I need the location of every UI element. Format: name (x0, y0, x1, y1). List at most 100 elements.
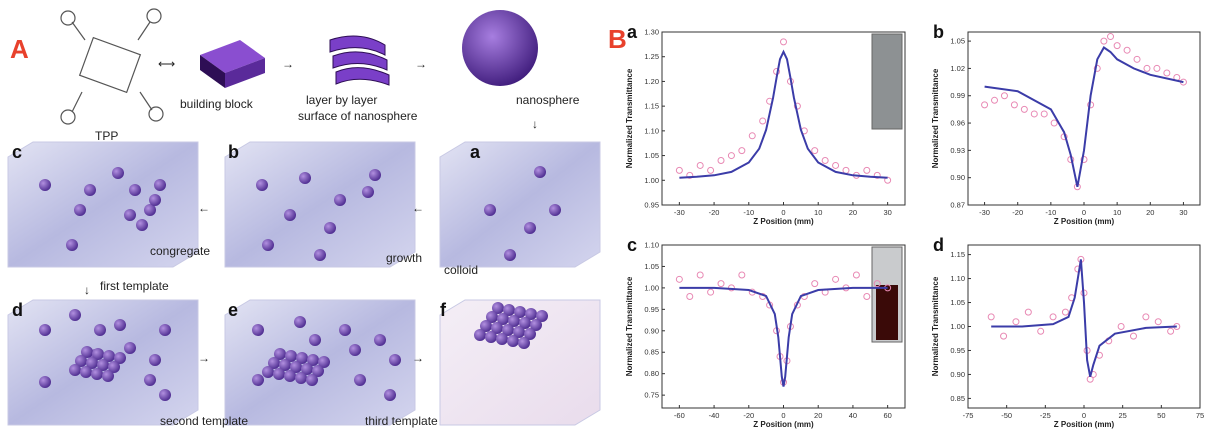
y-tick-label: 1.00 (644, 283, 659, 292)
data-point (822, 158, 828, 164)
data-point (864, 167, 870, 173)
sphere (284, 370, 296, 382)
sphere (154, 179, 166, 191)
figure: A TPP ⟷ building block → layer by layer … (0, 0, 1209, 433)
sphere (66, 239, 78, 251)
sphere (384, 389, 396, 401)
layer-shape (330, 36, 389, 85)
x-tick-label: -10 (1045, 208, 1056, 217)
y-axis-label: Normalized Transmittance (931, 276, 940, 376)
sphere (534, 166, 546, 178)
x-tick-label: 50 (1157, 411, 1165, 420)
boxes (8, 142, 600, 425)
data-point (1038, 328, 1044, 334)
sphere (369, 169, 381, 181)
y-tick-label: 0.95 (950, 346, 965, 355)
data-point (1021, 106, 1027, 112)
x-tick-label: -50 (1001, 411, 1012, 420)
x-axis-label: Z Position (mm) (1054, 217, 1115, 226)
y-tick-label: 0.75 (644, 391, 659, 400)
data-point (1041, 111, 1047, 117)
label: growth (386, 251, 422, 265)
sphere (252, 324, 264, 336)
data-point (781, 39, 787, 45)
label: nanosphere (516, 93, 580, 107)
y-tick-label: 1.05 (950, 298, 965, 307)
data-point (843, 167, 849, 173)
x-tick-label: 20 (814, 411, 822, 420)
sphere (74, 204, 86, 216)
x-tick-label: 30 (1179, 208, 1187, 217)
sphere (374, 334, 386, 346)
y-tick-label: 1.10 (950, 274, 965, 283)
data-point (1154, 65, 1160, 71)
sphere (389, 354, 401, 366)
arrow: → (415, 57, 427, 71)
data-point (708, 167, 714, 173)
y-tick-label: 0.99 (950, 91, 965, 100)
x-tick-label: 10 (814, 208, 822, 217)
box (440, 142, 600, 267)
y-tick-label: 0.85 (644, 348, 659, 357)
x-tick-label: 0 (781, 411, 785, 420)
panel-label: d (933, 235, 944, 255)
sphere (149, 354, 161, 366)
data-point (739, 272, 745, 278)
x-tick-label: -75 (963, 411, 974, 420)
y-axis-label: Normalized Transmittance (625, 276, 634, 376)
sphere (69, 309, 81, 321)
data-point (697, 162, 703, 168)
box (225, 142, 415, 267)
sphere (496, 333, 508, 345)
box-label: f (440, 300, 447, 320)
sphere (91, 368, 103, 380)
y-tick-label: 1.10 (644, 126, 659, 135)
inset-photo (872, 34, 902, 129)
x-tick-label: -20 (709, 208, 720, 217)
x-tick-label: -10 (743, 208, 754, 217)
sphere (39, 179, 51, 191)
label: surface of nanosphere (298, 109, 418, 123)
arrow: ← (198, 201, 210, 215)
panel-label: b (933, 22, 944, 42)
sphere (485, 331, 497, 343)
x-tick-label: 40 (849, 411, 857, 420)
label: layer by layer (306, 93, 377, 107)
sphere (144, 374, 156, 386)
x-axis-label: Z Position (mm) (753, 217, 814, 226)
data-point (1118, 324, 1124, 330)
data-point (812, 148, 818, 154)
y-tick-label: 1.15 (950, 250, 965, 259)
data-point (1164, 70, 1170, 76)
sphere (284, 209, 296, 221)
plot-frame (968, 32, 1200, 205)
label: building block (180, 97, 254, 111)
sphere (252, 374, 264, 386)
sphere (518, 337, 530, 349)
arrow: ↓ (532, 117, 538, 131)
x-tick-label: 30 (883, 208, 891, 217)
data-point (833, 276, 839, 282)
sphere (124, 342, 136, 354)
x-tick-label: 0 (1082, 208, 1086, 217)
data-point (1134, 56, 1140, 62)
data-point (708, 289, 714, 295)
data-point (728, 153, 734, 159)
data-point (1124, 47, 1130, 53)
x-tick-label: -25 (1040, 411, 1051, 420)
data-point (749, 133, 755, 139)
sphere (39, 324, 51, 336)
data-point (1144, 65, 1150, 71)
y-tick-label: 1.10 (644, 241, 659, 250)
sphere (102, 370, 114, 382)
x-tick-label: -30 (979, 208, 990, 217)
data-point (739, 148, 745, 154)
arrow: ← (412, 201, 424, 215)
box-label: a (470, 142, 481, 162)
x-tick-label: 60 (883, 411, 891, 420)
data-point (1108, 34, 1114, 40)
sphere (159, 389, 171, 401)
data-point (1101, 38, 1107, 44)
sphere (314, 249, 326, 261)
sphere (149, 194, 161, 206)
